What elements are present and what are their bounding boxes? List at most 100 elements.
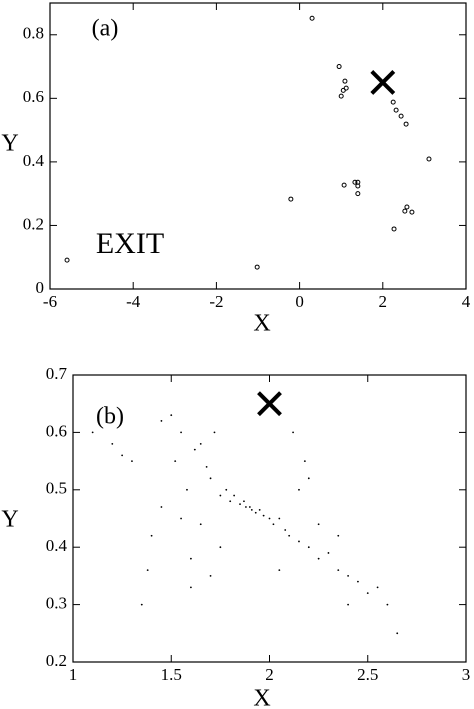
point bbox=[254, 264, 260, 270]
point bbox=[298, 488, 300, 491]
x-tick-label: 3 bbox=[462, 665, 471, 684]
y-tick-label: 0.2 bbox=[46, 651, 67, 670]
x-axis-label: X bbox=[253, 686, 270, 709]
point bbox=[342, 78, 348, 84]
x-tick-label: 1 bbox=[69, 665, 78, 684]
point bbox=[140, 603, 143, 606]
point bbox=[199, 442, 202, 445]
point bbox=[317, 523, 320, 526]
x-tick-label: 2 bbox=[265, 665, 274, 684]
point bbox=[272, 523, 275, 526]
point bbox=[278, 517, 281, 520]
y-tick-label: 0.5 bbox=[46, 479, 67, 498]
point bbox=[146, 569, 149, 572]
x-tick-label: -4 bbox=[126, 292, 141, 311]
x-tick-label: 0 bbox=[295, 292, 304, 311]
plot-frame bbox=[49, 2, 467, 290]
point bbox=[357, 580, 359, 583]
point bbox=[303, 460, 306, 462]
point bbox=[327, 552, 330, 554]
point bbox=[225, 488, 228, 491]
point bbox=[186, 488, 188, 491]
point bbox=[340, 87, 346, 93]
y-tick-label: 0.7 bbox=[46, 364, 68, 383]
y-tick-label: 0.4 bbox=[46, 536, 68, 555]
point bbox=[193, 448, 196, 451]
x-tick-label: 4 bbox=[462, 292, 471, 311]
point bbox=[219, 546, 222, 549]
point bbox=[292, 431, 294, 434]
point bbox=[390, 99, 396, 105]
point bbox=[341, 182, 347, 188]
point bbox=[307, 477, 310, 480]
point bbox=[213, 431, 216, 434]
point bbox=[209, 575, 212, 577]
point bbox=[309, 15, 315, 21]
point bbox=[278, 569, 281, 572]
panel-label: (a) bbox=[92, 16, 119, 42]
point bbox=[111, 442, 114, 445]
point bbox=[298, 540, 300, 543]
point bbox=[288, 196, 294, 202]
point bbox=[239, 503, 241, 506]
point bbox=[398, 113, 404, 119]
point bbox=[160, 506, 163, 508]
point bbox=[170, 414, 173, 417]
point bbox=[347, 575, 349, 577]
point bbox=[288, 534, 291, 537]
point bbox=[91, 431, 94, 434]
point bbox=[174, 460, 177, 462]
exit-label: EXIT bbox=[96, 227, 164, 260]
x-tick-label: 1.5 bbox=[161, 665, 182, 684]
point bbox=[376, 586, 379, 589]
point bbox=[245, 506, 247, 508]
point bbox=[307, 546, 310, 549]
y-tick-label: 0.6 bbox=[23, 87, 44, 106]
point bbox=[426, 156, 432, 162]
point bbox=[254, 511, 257, 514]
point bbox=[190, 586, 192, 589]
point bbox=[402, 208, 408, 214]
y-tick-label: 0.6 bbox=[46, 421, 67, 440]
point bbox=[180, 517, 182, 520]
x-tick-label: -6 bbox=[43, 292, 57, 311]
point bbox=[317, 557, 320, 560]
point bbox=[64, 257, 70, 263]
y-axis-label: Y bbox=[1, 507, 18, 533]
point bbox=[337, 534, 340, 537]
point bbox=[243, 500, 245, 503]
point bbox=[404, 204, 410, 210]
point bbox=[248, 506, 251, 508]
point bbox=[199, 523, 202, 526]
point bbox=[131, 460, 133, 462]
point bbox=[337, 569, 340, 572]
y-tick-label: 0 bbox=[36, 278, 45, 297]
y-tick-label: 0.2 bbox=[23, 214, 44, 233]
y-axis-label: Y bbox=[1, 131, 18, 157]
point bbox=[180, 431, 182, 434]
point bbox=[233, 494, 236, 497]
point bbox=[258, 508, 261, 511]
point bbox=[160, 420, 163, 422]
point bbox=[409, 209, 415, 215]
point bbox=[121, 454, 124, 457]
panel-label: (b) bbox=[96, 404, 124, 430]
y-tick-label: 0.3 bbox=[46, 594, 67, 613]
point bbox=[229, 500, 232, 503]
point bbox=[347, 603, 349, 606]
x-tick-label: 2.5 bbox=[357, 665, 378, 684]
point bbox=[336, 64, 342, 70]
point bbox=[219, 494, 222, 497]
point bbox=[268, 517, 271, 520]
point bbox=[403, 121, 409, 127]
point bbox=[391, 226, 397, 232]
point bbox=[396, 632, 399, 635]
y-tick-label: 0.8 bbox=[23, 24, 44, 43]
point bbox=[250, 508, 253, 511]
x-tick-label: -2 bbox=[209, 292, 223, 311]
target-marker bbox=[257, 391, 282, 417]
point bbox=[366, 592, 369, 595]
target-marker bbox=[370, 70, 396, 95]
point bbox=[355, 191, 361, 197]
